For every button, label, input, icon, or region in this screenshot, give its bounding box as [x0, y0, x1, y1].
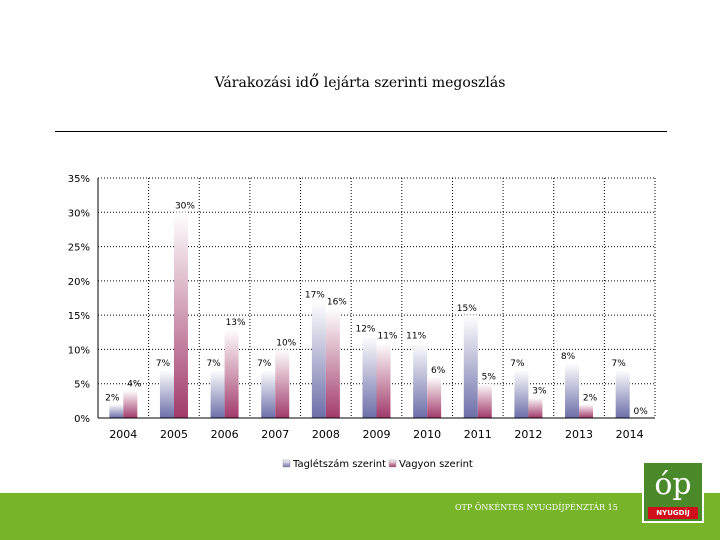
footer-bar [0, 493, 720, 540]
y-tick-label: 30% [68, 208, 90, 219]
title-text-start: Várakozási id [214, 75, 310, 91]
y-tick-label: 25% [68, 243, 90, 254]
footer-text: OTP ÖNKÉNTES NYUGDÍJPÉNZTÁR 15 [455, 503, 618, 512]
otp-logo: óp NYUGDÍJ [642, 461, 704, 523]
y-tick-label: 15% [68, 311, 90, 322]
data-label: 12% [355, 325, 375, 335]
bar-members [565, 363, 580, 418]
bar-members [413, 342, 428, 418]
data-label: 6% [431, 366, 446, 376]
bar-assets [376, 342, 391, 418]
data-label: 2% [583, 393, 598, 403]
y-tick-label: 10% [68, 345, 90, 356]
data-label: 4% [127, 380, 142, 390]
logo-glyph: óp [654, 467, 692, 502]
bar-assets [325, 308, 340, 418]
data-label: 13% [226, 318, 246, 328]
y-tick-label: 20% [68, 277, 90, 288]
legend-label: Vagyon szerint [399, 459, 473, 470]
title-divider [55, 131, 667, 132]
bar-members [109, 404, 124, 418]
data-label: 5% [482, 373, 497, 383]
data-label: 10% [276, 338, 296, 348]
data-label: 7% [156, 359, 171, 369]
x-tick-label: 2014 [616, 428, 644, 441]
axes: 0% 5% 10% 15% 20% 25% 30% 35% 2004 2005 2006 2007 20… [68, 174, 655, 441]
x-tick-label: 2007 [261, 428, 289, 441]
bar-assets [528, 397, 543, 418]
bar-assets [477, 383, 492, 418]
data-label: 2% [105, 393, 120, 403]
data-label: 30% [175, 201, 195, 211]
bar-members [463, 315, 478, 418]
legend: Taglétszám szerint Vagyon szerint [282, 458, 473, 470]
y-tick-label: 0% [74, 414, 90, 425]
data-label: 17% [305, 290, 325, 300]
data-label: 11% [377, 332, 397, 342]
bar-assets [173, 212, 188, 418]
legend-swatch [282, 459, 291, 468]
data-label: 7% [206, 359, 221, 369]
x-tick-label: 2009 [363, 428, 391, 441]
x-tick-label: 2008 [312, 428, 340, 441]
bar-members [615, 370, 630, 418]
grid-lines [98, 177, 656, 418]
bar-assets [427, 376, 442, 418]
legend-label: Taglétszám szerint [292, 458, 386, 470]
x-tick-label: 2006 [211, 428, 239, 441]
title-text-end: lejárta szerinti megoszlás [319, 75, 506, 91]
data-label: 7% [510, 359, 525, 369]
bar-assets [579, 404, 594, 418]
bars [109, 212, 630, 418]
bar-members [210, 370, 225, 418]
x-tick-label: 2010 [413, 428, 441, 441]
x-tick-label: 2013 [565, 428, 593, 441]
bar-members [362, 335, 377, 418]
data-label: 8% [561, 352, 576, 362]
bar-members [261, 370, 276, 418]
data-label: 7% [612, 359, 627, 369]
data-label: 3% [532, 386, 547, 396]
data-label: 0% [634, 407, 649, 417]
bar-assets [224, 328, 239, 418]
x-tick-label: 2004 [109, 428, 137, 441]
y-tick-label: 35% [68, 174, 90, 185]
bar-members [311, 301, 326, 418]
title-text-large-letter: ő [309, 72, 320, 92]
bar-members [159, 370, 174, 418]
x-tick-label: 2012 [514, 428, 542, 441]
logo-label: NYUGDÍJ [648, 507, 698, 519]
legend-swatch [388, 459, 397, 468]
chart-title: Várakozási idő lejárta szerinti megoszlá… [0, 72, 720, 92]
data-label: 16% [327, 297, 347, 307]
x-tick-label: 2011 [464, 428, 492, 441]
bar-assets [275, 349, 290, 418]
y-tick-label: 5% [74, 380, 90, 391]
data-label: 11% [406, 332, 426, 342]
bar-assets [123, 390, 138, 418]
data-label: 15% [457, 304, 477, 314]
data-labels: 2%4%7%30%7%13%7%10%17%16%12%11% 11%6%15%5… [105, 201, 648, 417]
bar-members [514, 370, 529, 418]
data-label: 7% [257, 359, 272, 369]
x-tick-label: 2005 [160, 428, 188, 441]
